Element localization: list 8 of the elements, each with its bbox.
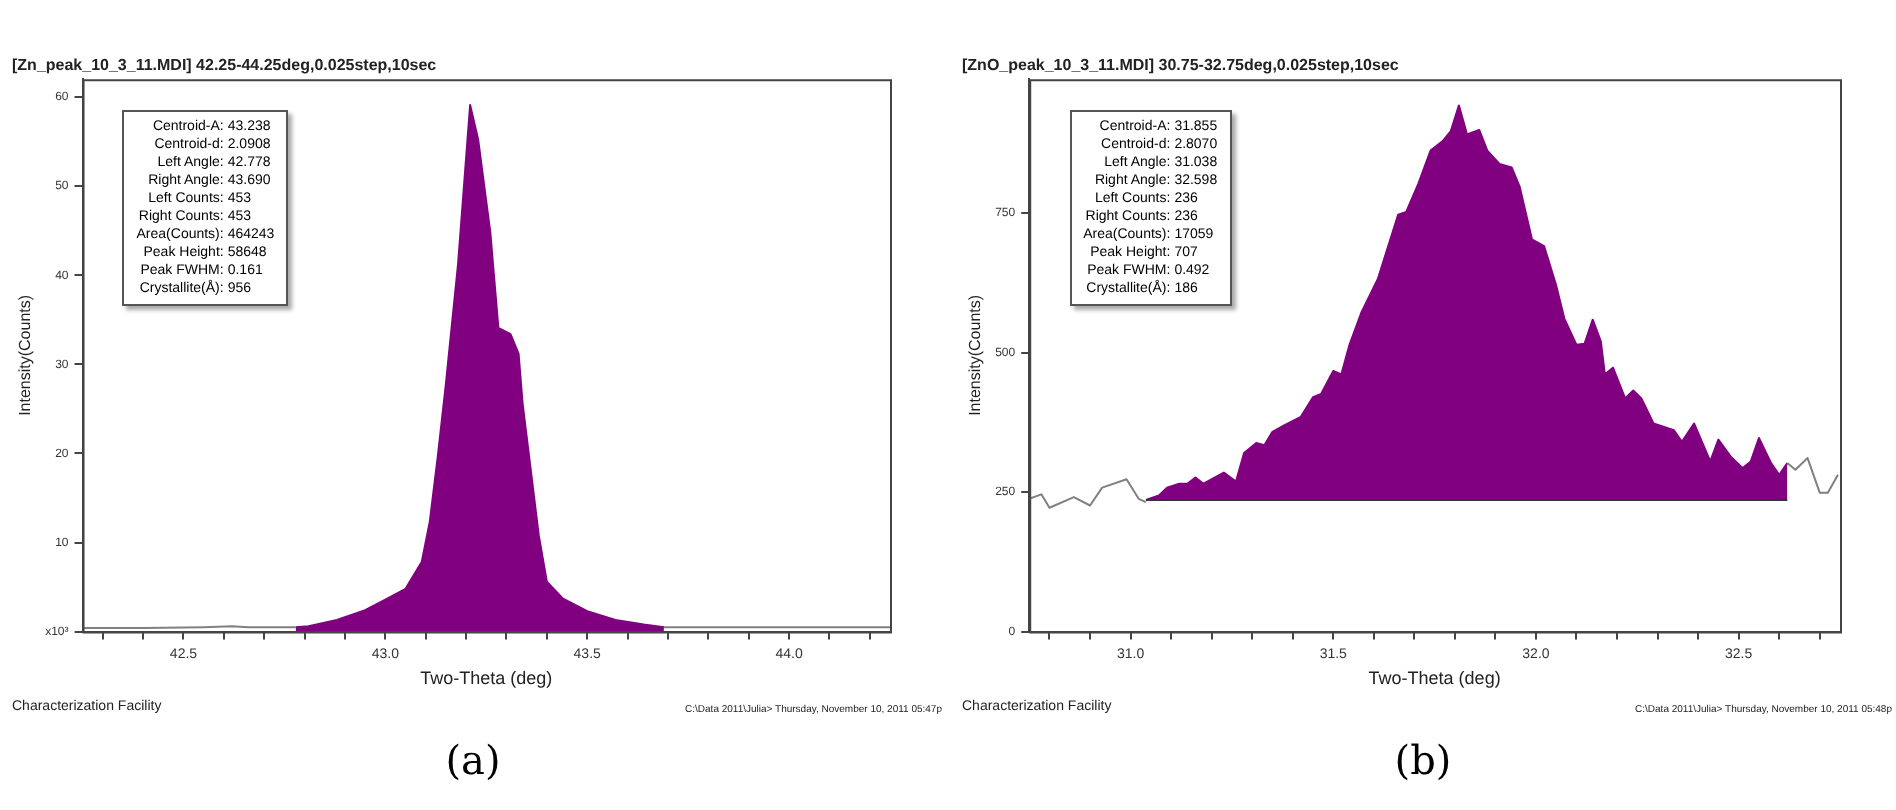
text: (b) — [1392, 736, 1454, 784]
x-axis-title: Two-Theta (deg) — [420, 668, 553, 689]
y-axis-title: Intensity(Counts) — [966, 294, 985, 416]
text: (a) — [443, 736, 503, 784]
x-axis-title: Two-Theta (deg) — [1368, 668, 1501, 689]
chart-title: [ZnO_peak_10_3_11.MDI] 30.75-32.75deg,0.025step,10sec — [962, 56, 1400, 75]
y-axis-title: Intensity(Counts) — [16, 294, 35, 416]
chart-title: [Zn_peak_10_3_11.MDI] 42.25-44.25deg,0.025step,10sec — [12, 56, 438, 75]
